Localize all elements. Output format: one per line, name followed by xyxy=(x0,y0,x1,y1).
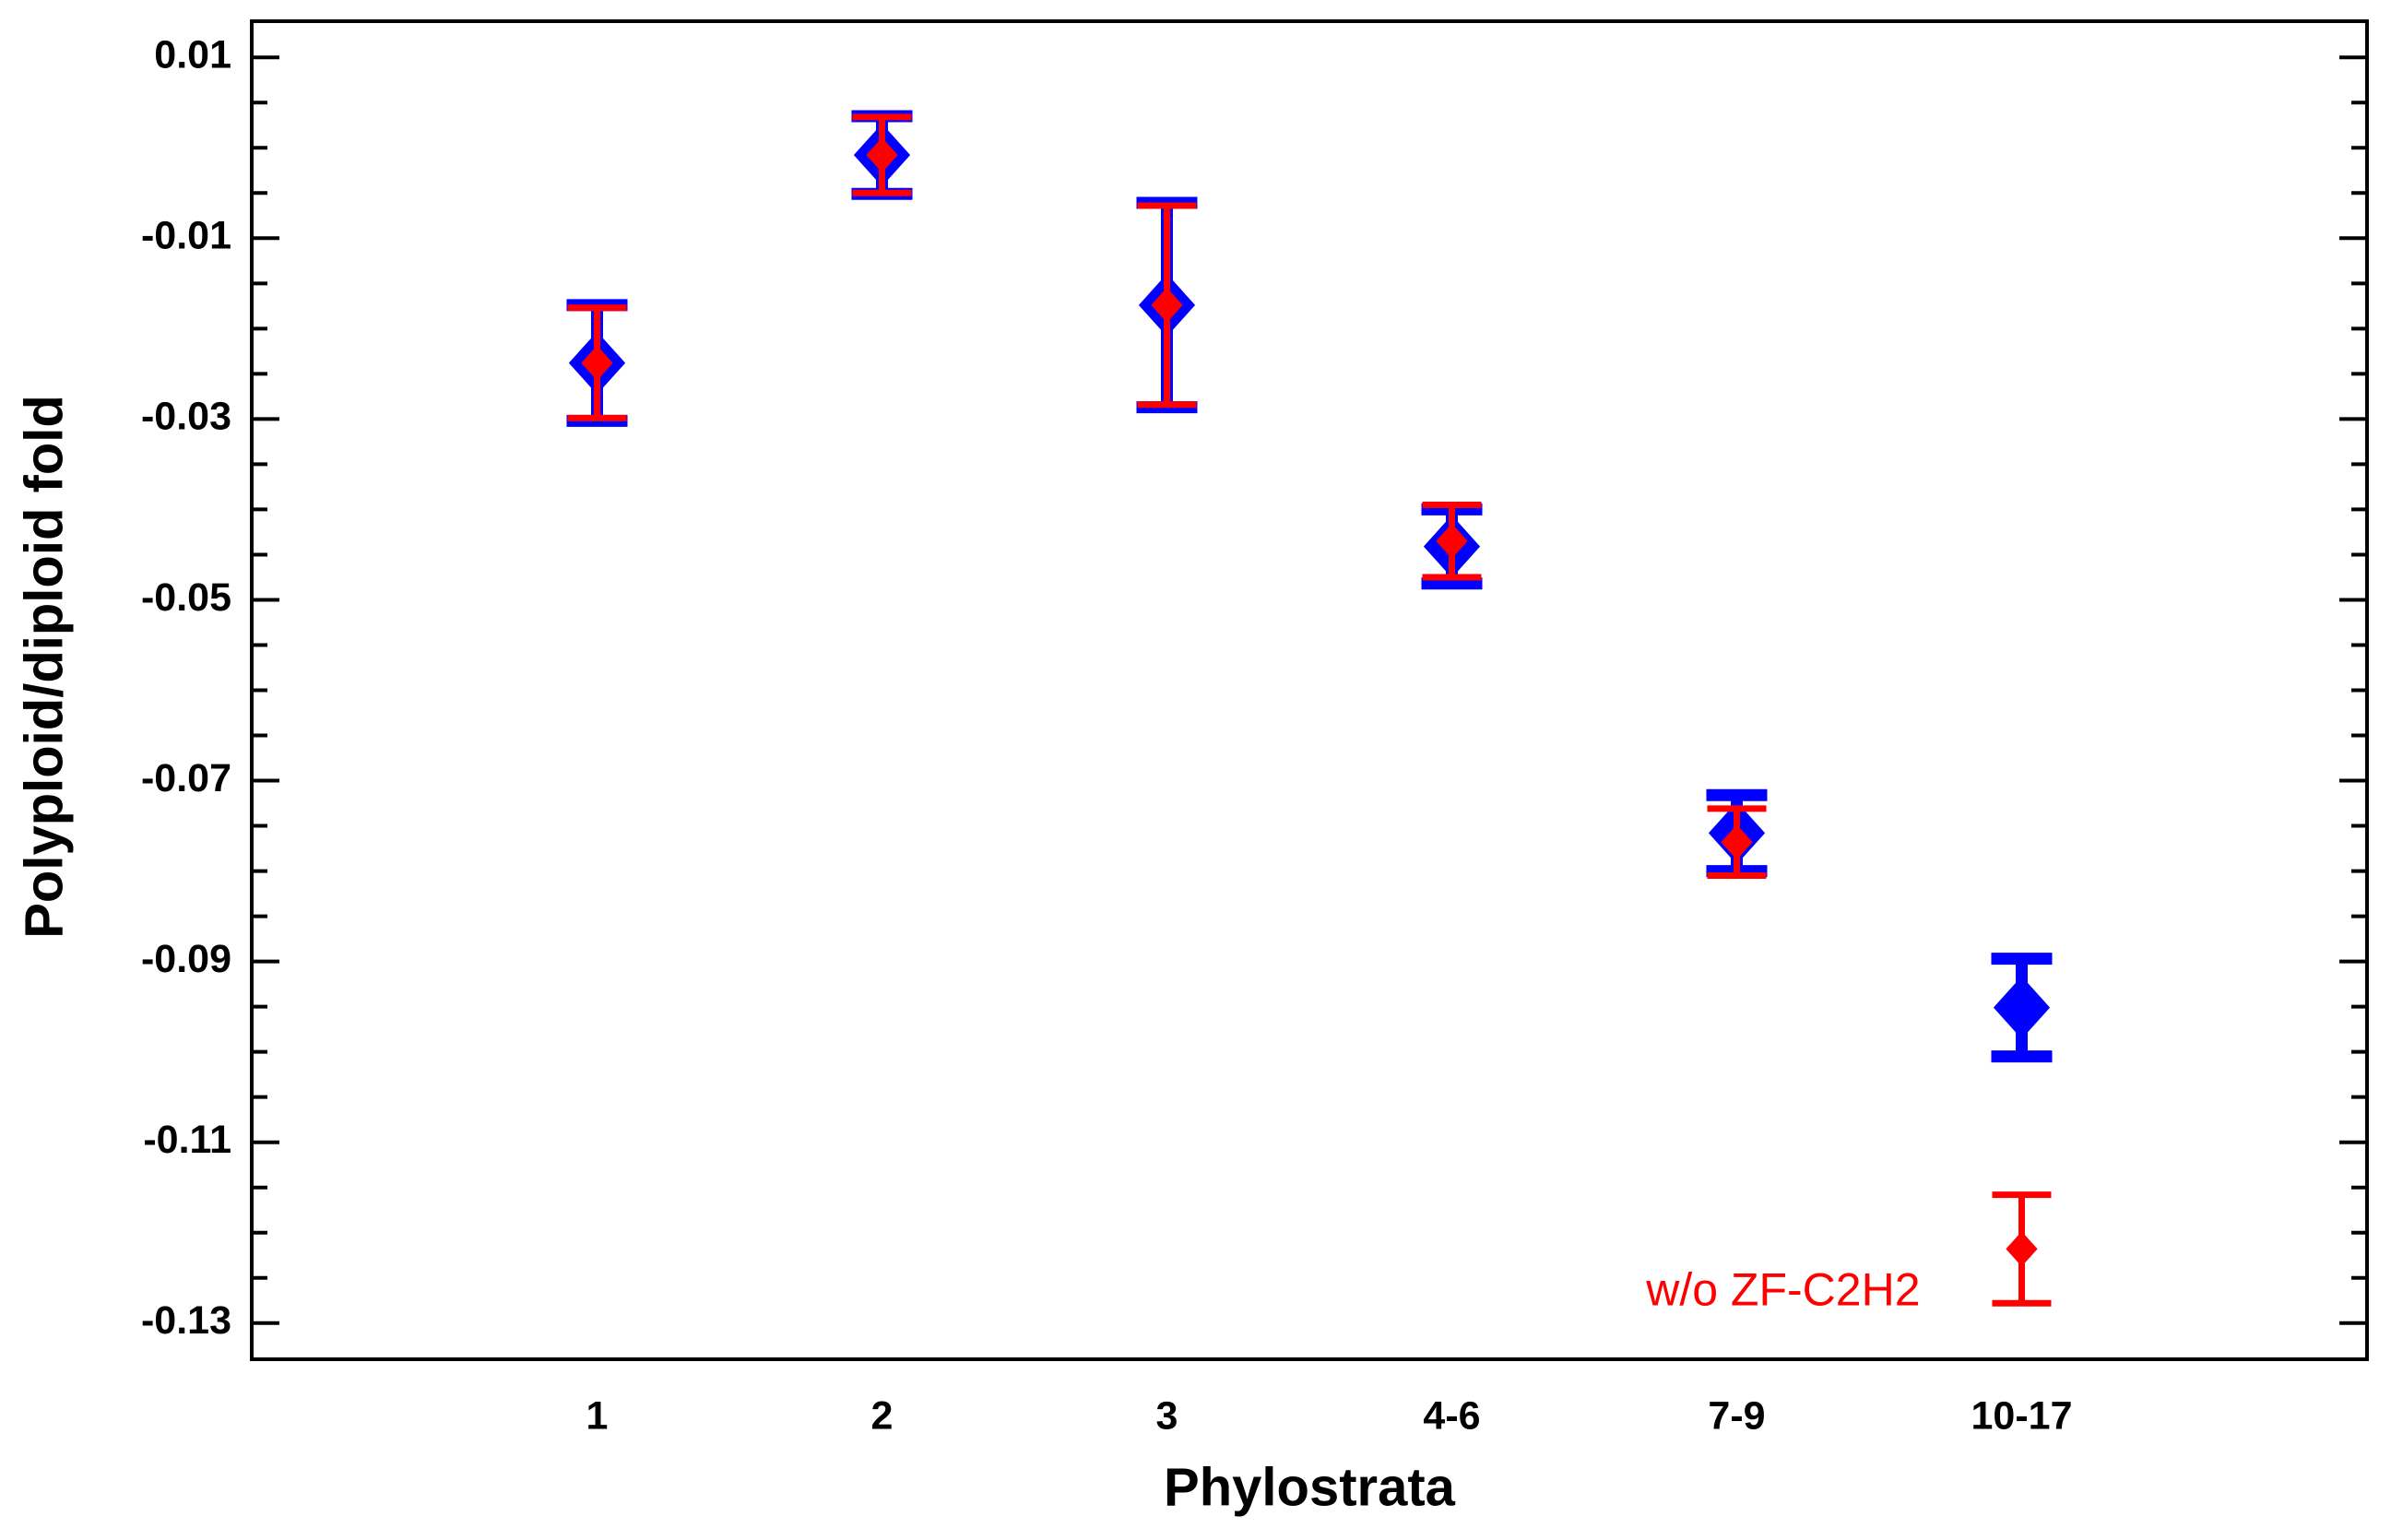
y-tick-label: -0.05 xyxy=(141,575,231,620)
y-tick-label: -0.07 xyxy=(141,756,231,800)
y-axis-title: Polyploid/diploid fold xyxy=(14,395,74,939)
y-tick-label: -0.11 xyxy=(143,1118,231,1162)
x-tick-label: 10-17 xyxy=(1971,1393,2073,1438)
x-tick-label: 3 xyxy=(1156,1393,1178,1438)
marker xyxy=(2006,1231,2038,1267)
y-tick-label: -0.09 xyxy=(141,937,231,981)
series-label: w/o ZF-C2H2 xyxy=(1645,1264,1920,1316)
marker xyxy=(1721,824,1753,860)
y-tick-label: -0.13 xyxy=(141,1298,231,1343)
x-tick-label: 4-6 xyxy=(1423,1393,1480,1438)
y-tick-label: 0.01 xyxy=(154,33,231,77)
marker xyxy=(1993,976,2051,1039)
marker xyxy=(1436,523,1468,559)
x-axis-title: Phylostrata xyxy=(1164,1457,1456,1517)
marker xyxy=(581,345,613,381)
x-tick-label: 7-9 xyxy=(1708,1393,1765,1438)
marker xyxy=(866,137,898,173)
x-tick-label: 2 xyxy=(871,1393,894,1438)
plot-frame xyxy=(250,19,2369,1361)
marker xyxy=(1151,287,1183,323)
x-tick-label: 1 xyxy=(586,1393,609,1438)
y-tick-label: -0.01 xyxy=(141,214,231,258)
y-tick-label: -0.03 xyxy=(141,395,231,439)
